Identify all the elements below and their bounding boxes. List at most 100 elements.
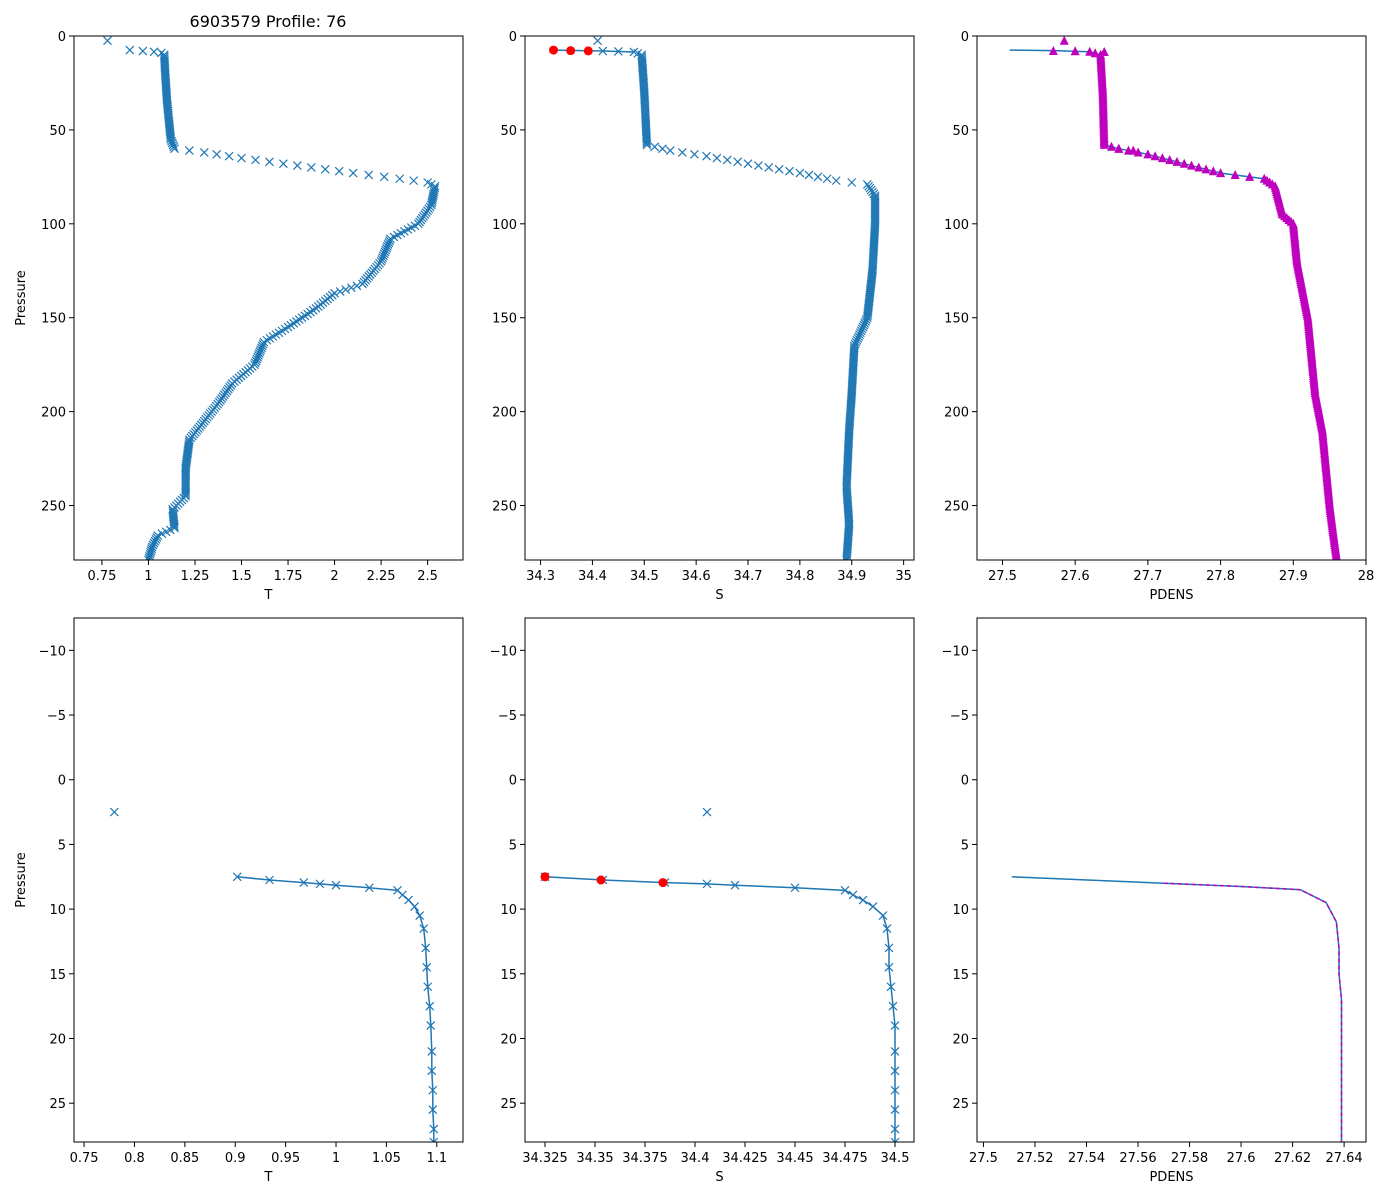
x-tick-label: 34.5 [630, 569, 659, 584]
x-tick-label: 27.8 [1206, 569, 1235, 584]
y-tick-label: 200 [944, 406, 969, 421]
series-line [237, 876, 435, 1142]
data-point [125, 45, 135, 55]
data-point [822, 174, 832, 184]
x-tick-label: 27.62 [1274, 1151, 1311, 1166]
data-point [882, 924, 892, 933]
data-point [278, 159, 288, 169]
x-tick-label: 27.7 [1133, 569, 1162, 584]
panel-bottom-S: 34.325 34.35 34.375 34.4 34.425 34.45 34.475 34… [490, 617, 915, 1185]
data-point [642, 136, 652, 146]
data-point [103, 36, 112, 46]
data-point [303, 309, 313, 319]
y-tick-label: 20 [500, 1032, 517, 1047]
data-point [352, 281, 362, 291]
density-point [1194, 162, 1204, 172]
density-point [1201, 164, 1211, 174]
y-tick-label: 150 [41, 312, 66, 327]
data-point [364, 883, 374, 893]
x-tick-label: 0.95 [271, 1151, 300, 1166]
data-point [311, 303, 321, 313]
data-point [169, 519, 179, 529]
data-point [593, 36, 603, 46]
x-tick-label: 34.35 [576, 1151, 613, 1166]
data-point [364, 170, 374, 180]
density-point [1165, 154, 1175, 164]
data-point [890, 1066, 900, 1076]
axes-frame [524, 617, 915, 1143]
data-point [890, 1124, 900, 1134]
data-point [422, 962, 432, 972]
data-point [224, 151, 234, 161]
x-tick-label: 34.9 [837, 569, 866, 584]
data-point [598, 46, 608, 56]
data-point [733, 157, 743, 167]
y-tick-label: −10 [490, 644, 517, 659]
data-point [341, 285, 351, 294]
data-point [429, 1137, 439, 1142]
density-point [1216, 168, 1226, 178]
y-tick-label: 250 [944, 500, 969, 515]
data-point [138, 46, 148, 56]
density-point [1090, 48, 1100, 58]
y-tick-label: 250 [492, 500, 517, 515]
data-point [109, 807, 119, 817]
y-tick-label: 0 [58, 774, 66, 789]
data-point [398, 890, 407, 900]
data-point [813, 172, 823, 182]
x-axis-label: S [715, 1170, 723, 1185]
data-point [265, 157, 274, 167]
y-tick-label: 100 [944, 218, 969, 233]
data-point [842, 551, 852, 560]
data-point [785, 166, 794, 176]
plot-area [1011, 876, 1343, 1142]
data-point [291, 317, 301, 326]
y-tick-label: 100 [492, 218, 517, 233]
x-tick-label: 34.4 [578, 569, 607, 584]
x-axis-label: PDENS [1149, 588, 1193, 603]
x-tick-label: 2.25 [367, 569, 396, 584]
y-tick-label: 150 [944, 312, 969, 327]
data-point [334, 166, 344, 176]
data-point [642, 140, 652, 150]
series-line [1009, 49, 1338, 560]
data-point [170, 144, 179, 154]
data-point [415, 911, 425, 921]
axes-frame [976, 35, 1367, 561]
x-tick-label: 34.4 [681, 1151, 710, 1166]
data-point [346, 283, 356, 293]
data-point [294, 315, 304, 325]
data-point [613, 46, 623, 56]
data-point [888, 1001, 898, 1011]
y-tick-label: 10 [500, 903, 517, 918]
data-point [358, 279, 367, 289]
data-point [149, 47, 159, 57]
y-tick-label: 10 [49, 903, 66, 918]
density-point [1059, 36, 1069, 45]
data-point [232, 872, 242, 882]
data-point [790, 883, 800, 893]
density-point [1208, 166, 1218, 176]
y-tick-label: 15 [500, 968, 517, 983]
data-point [665, 146, 675, 155]
data-point [181, 487, 191, 497]
plot-area [103, 36, 440, 560]
data-point [842, 553, 852, 560]
data-point [320, 164, 330, 174]
density-point [1143, 149, 1153, 159]
flagged-point [566, 46, 576, 56]
data-point [795, 168, 805, 178]
flagged-point [540, 872, 550, 882]
flagged-point [583, 46, 593, 56]
data-point [144, 555, 153, 560]
x-tick-label: 1 [144, 569, 152, 584]
y-tick-label: −10 [942, 644, 969, 659]
y-tick-label: 25 [952, 1097, 969, 1112]
y-tick-label: 0 [509, 774, 517, 789]
y-tick-label: 50 [952, 124, 969, 139]
x-tick-label: 35 [895, 569, 912, 584]
y-tick-label: −10 [39, 644, 66, 659]
x-axis-label: T [264, 588, 273, 603]
data-point [421, 943, 431, 953]
